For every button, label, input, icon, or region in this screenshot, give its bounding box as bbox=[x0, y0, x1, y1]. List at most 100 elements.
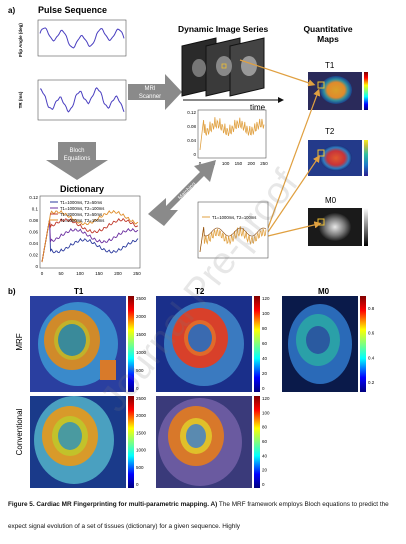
dictionary-series bbox=[41, 209, 139, 263]
flip-angle-axis-label: Flip Angle (deg) bbox=[18, 23, 23, 57]
signal-xtick: 0 bbox=[199, 161, 202, 166]
dictionary-series bbox=[41, 219, 139, 263]
panel-b-label: b) bbox=[8, 287, 16, 296]
colorbar-tick: 40 bbox=[262, 453, 268, 458]
colorbar-tick: 60 bbox=[262, 341, 268, 346]
signal-ytick: 0.08 bbox=[187, 124, 196, 129]
dynamic-image-title: Dynamic Image Series bbox=[178, 24, 269, 34]
signal-ytick: 0.04 bbox=[187, 138, 196, 143]
mrf-m0-colorbar bbox=[360, 296, 366, 392]
signal-xtick: 200 bbox=[247, 161, 255, 166]
mrf-t2-colorbar bbox=[254, 296, 260, 392]
bloch-equations-arrow: Bloch Equations bbox=[46, 142, 108, 180]
colorbar-tick: 1500 bbox=[136, 430, 147, 435]
map-connector-arrows bbox=[239, 59, 322, 237]
colorbar-tick: 120 bbox=[262, 296, 270, 301]
conventional-t1-colorbar bbox=[128, 396, 134, 488]
bloch-label-1: Bloch bbox=[69, 148, 84, 154]
t1-column-title: T1 bbox=[74, 287, 84, 296]
signal-xtick: 100 bbox=[222, 161, 230, 166]
caption-bold: Figure 5. Cardiac MR Fingerprinting for … bbox=[8, 501, 218, 508]
dict-xtick: 250 bbox=[133, 271, 141, 276]
bloch-label-2: Equations bbox=[64, 156, 91, 162]
figure-caption: Figure 5. Cardiac MR Fingerprinting for … bbox=[8, 494, 400, 538]
quant-title-1: Quantitative bbox=[303, 24, 352, 34]
colorbar-tick: 100 bbox=[262, 410, 270, 415]
dict-ytick: 0.08 bbox=[29, 218, 38, 223]
colorbar-tick: 0.4 bbox=[368, 355, 375, 360]
signal-xtick: 250 bbox=[260, 161, 268, 166]
mri-label-2: Scanner bbox=[139, 94, 161, 100]
dictionary-series bbox=[41, 219, 139, 263]
m0-map-label: M0 bbox=[325, 196, 337, 205]
colorbar-tick: 1500 bbox=[136, 332, 147, 337]
mrf-t2-map bbox=[156, 296, 252, 392]
dict-ytick: 0 bbox=[35, 264, 38, 269]
row-label-mrf: MRF bbox=[15, 333, 24, 350]
colorbar-tick: 0 bbox=[262, 482, 265, 487]
colorbar-tick: 80 bbox=[262, 326, 268, 331]
colorbar-tick: 0 bbox=[262, 386, 265, 391]
colorbar-tick: 20 bbox=[262, 371, 268, 376]
colorbar-tick: 2000 bbox=[136, 314, 147, 319]
tr-plot: TR (ms) bbox=[18, 79, 127, 121]
colorbar-tick: 120 bbox=[262, 396, 270, 401]
colorbar-tick: 500 bbox=[136, 465, 144, 470]
dict-ytick: 0.12 bbox=[29, 195, 38, 200]
matched-signal-plot: T1=1000ms, T2=100ms bbox=[197, 201, 269, 259]
conventional-t2-map bbox=[156, 396, 252, 488]
colorbar-tick: 0.2 bbox=[368, 380, 375, 385]
mrf-t1-map bbox=[30, 296, 126, 392]
dynamic-image-stack: time bbox=[181, 37, 284, 112]
mri-scanner-arrow: MRI Scanner bbox=[128, 74, 182, 110]
dict-xtick: 100 bbox=[76, 271, 84, 276]
panel-a-label: a) bbox=[8, 6, 15, 15]
m0-map-thumbnail: M0 bbox=[308, 196, 368, 246]
figure-5: a) Pulse Sequence Flip Angle (deg) TR (m… bbox=[8, 5, 375, 488]
dict-ytick: 0.1 bbox=[32, 207, 39, 212]
mrf-m0-map bbox=[282, 296, 358, 392]
dict-xtick: 0 bbox=[41, 271, 44, 276]
signal-ytick: 0.12 bbox=[187, 110, 196, 115]
colorbar-tick: 1000 bbox=[136, 350, 147, 355]
matched-legend: T1=1000ms, T2=100ms bbox=[212, 215, 256, 220]
quant-title-2: Maps bbox=[317, 34, 339, 44]
mri-label-1: MRI bbox=[145, 86, 156, 92]
colorbar-tick: 20 bbox=[262, 468, 268, 473]
t1-map-label: T1 bbox=[325, 61, 335, 70]
colorbar-tick: 1000 bbox=[136, 448, 147, 453]
row-label-conventional: Conventional bbox=[15, 408, 24, 455]
colorbar-tick: 40 bbox=[262, 356, 268, 361]
dict-legend-label: T1=1000ms, T2=50ms bbox=[60, 200, 102, 205]
colorbar-tick: 100 bbox=[262, 311, 270, 316]
mrf-t1-colorbar bbox=[128, 296, 134, 392]
dict-legend-label: T1=2000ms, T2=50ms bbox=[60, 212, 102, 217]
colorbar-tick: 0 bbox=[136, 386, 139, 391]
flip-angle-plot: Flip Angle (deg) bbox=[18, 19, 127, 57]
dict-ytick: 0.02 bbox=[29, 253, 38, 258]
dictionary-title: Dictionary bbox=[60, 184, 104, 194]
t2-map-thumbnail: T2 bbox=[308, 127, 368, 176]
m0-column-title: M0 bbox=[318, 287, 330, 296]
caption-rest: The MRF framework employs Bloch equation… bbox=[8, 501, 389, 530]
colorbar-tick: 2500 bbox=[136, 396, 147, 401]
colorbar-tick: 60 bbox=[262, 439, 268, 444]
t2-column-title: T2 bbox=[195, 287, 205, 296]
colorbar-tick: 2000 bbox=[136, 413, 147, 418]
colorbar-tick: 80 bbox=[262, 425, 268, 430]
dictionary-series bbox=[41, 218, 139, 263]
t1-map-thumbnail: T1 bbox=[308, 61, 368, 110]
colorbar-tick: 2500 bbox=[136, 296, 147, 301]
dict-ytick: 0.04 bbox=[29, 241, 38, 246]
colorbar-tick: 0.6 bbox=[368, 331, 375, 336]
dict-ytick: 0.06 bbox=[29, 230, 38, 235]
dict-xtick: 200 bbox=[114, 271, 122, 276]
dict-xtick: 50 bbox=[58, 271, 64, 276]
colorbar-tick: 500 bbox=[136, 368, 144, 373]
signal-evolution-plot: 0.120.080.040050100150200250 bbox=[187, 109, 268, 166]
time-label: time bbox=[250, 103, 266, 112]
signal-ytick: 0 bbox=[193, 152, 196, 157]
pulse-sequence-title: Pulse Sequence bbox=[38, 5, 107, 15]
tr-axis-label: TR (ms) bbox=[18, 91, 23, 108]
